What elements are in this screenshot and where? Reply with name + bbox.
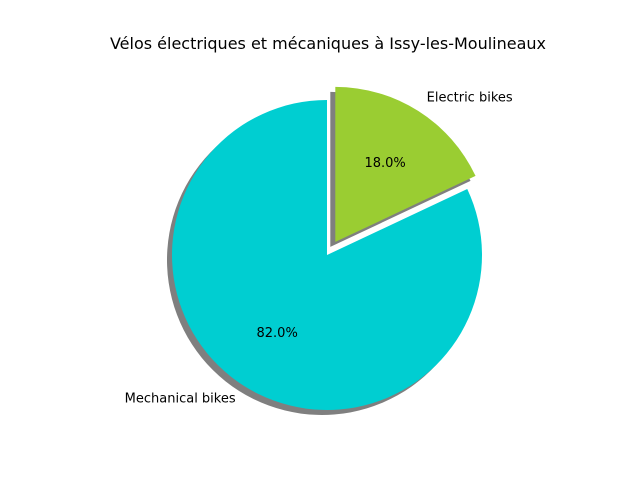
pie-slice-electric-bikes	[335, 86, 476, 242]
slice-label-electric-bikes: Electric bikes	[427, 90, 513, 105]
slice-percent-electric-bikes: 18.0%	[364, 156, 405, 171]
pie-slice-mechanical-bikes	[171, 100, 482, 410]
slice-label-mechanical-bikes: Mechanical bikes	[125, 391, 236, 406]
chart-title: Vélos électriques et mécaniques à Issy-l…	[110, 34, 546, 53]
slice-percent-mechanical-bikes: 82.0%	[257, 326, 298, 341]
